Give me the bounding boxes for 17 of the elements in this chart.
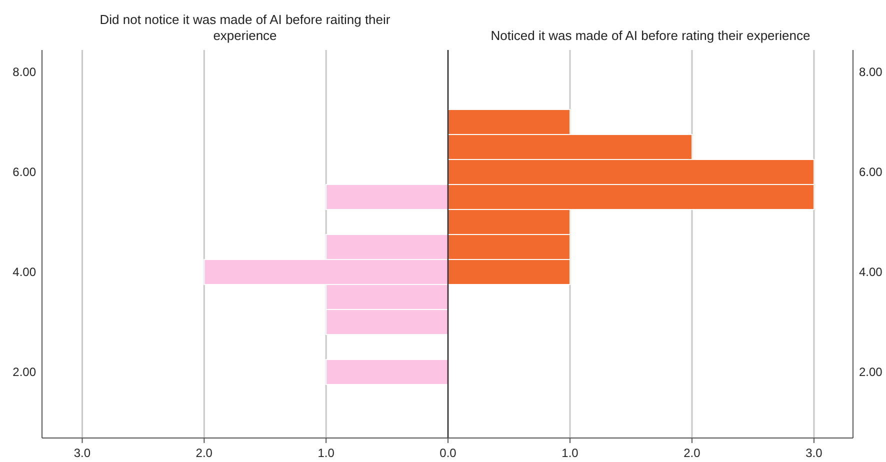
y-tick-label: 2.00 (859, 365, 883, 379)
chart-title: Did not notice it was made of AI before raiting their experience (100, 12, 391, 43)
x-tick-label: 3.0 (74, 446, 91, 460)
y-tick-label: 4.00 (12, 265, 36, 279)
y-tick-label: 2.00 (12, 365, 36, 379)
x-tick-label: 2.0 (196, 446, 213, 460)
x-tick-label: 1.0 (562, 446, 579, 460)
x-tick-label: 1.0 (318, 446, 335, 460)
y-tick-label: 4.00 (859, 265, 883, 279)
x-tick-label: 3.0 (806, 446, 823, 460)
chart-title: Noticed it was made of AI before rating their experience (490, 28, 810, 43)
y-tick-label: 6.00 (859, 165, 883, 179)
y-tick-label: 6.00 (12, 165, 36, 179)
y-tick-label: 8.00 (12, 65, 36, 79)
y-tick-label: 8.00 (859, 65, 883, 79)
x-tick-label: 2.0 (684, 446, 701, 460)
x-tick-label: 0.0 (440, 446, 457, 460)
